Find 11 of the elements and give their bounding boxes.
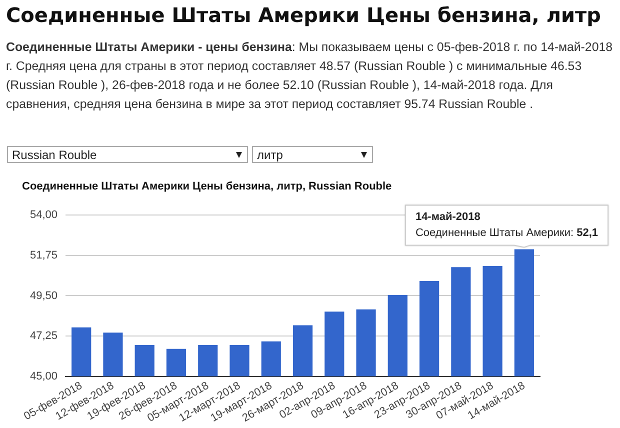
chart-subtitle: Соединенные Штаты Америки - цены бензина: Мы показываем цены с 05-фев-2018 г. по 14-май-2018 г. Средняя цена для страны в этот период составляет 48.57 (Russian Rouble ) с минимальные 46.53 (Russian Rouble ), 26-фев-2018 года и не более 52.10 (Russian Rouble ), 14-май-2018 года. Для сравнения, средняя цена бензина в мире за этот период составляет 95.74 Russian Rouble . [6,39,614,113]
y-tick-label: 47,25 [30,330,58,342]
text: Russian Rouble [12,148,97,162]
annotation: 14-май-2018 Соединенные Штаты Америки: 52,1 [415,211,598,240]
chart-title: Соединенные Штаты Америки Цены бензина, литр [6,3,601,27]
y-tick-label: 54,00 [30,209,58,222]
y-tick-label: 51,75 [30,249,58,262]
text: литр [257,148,283,162]
y-tick-label: 49,50 [30,290,58,302]
text: Соединенные Штаты Америки Цены бензина, литр, Russian Rouble [22,180,392,193]
y-tick-label: 45,00 [30,370,58,382]
